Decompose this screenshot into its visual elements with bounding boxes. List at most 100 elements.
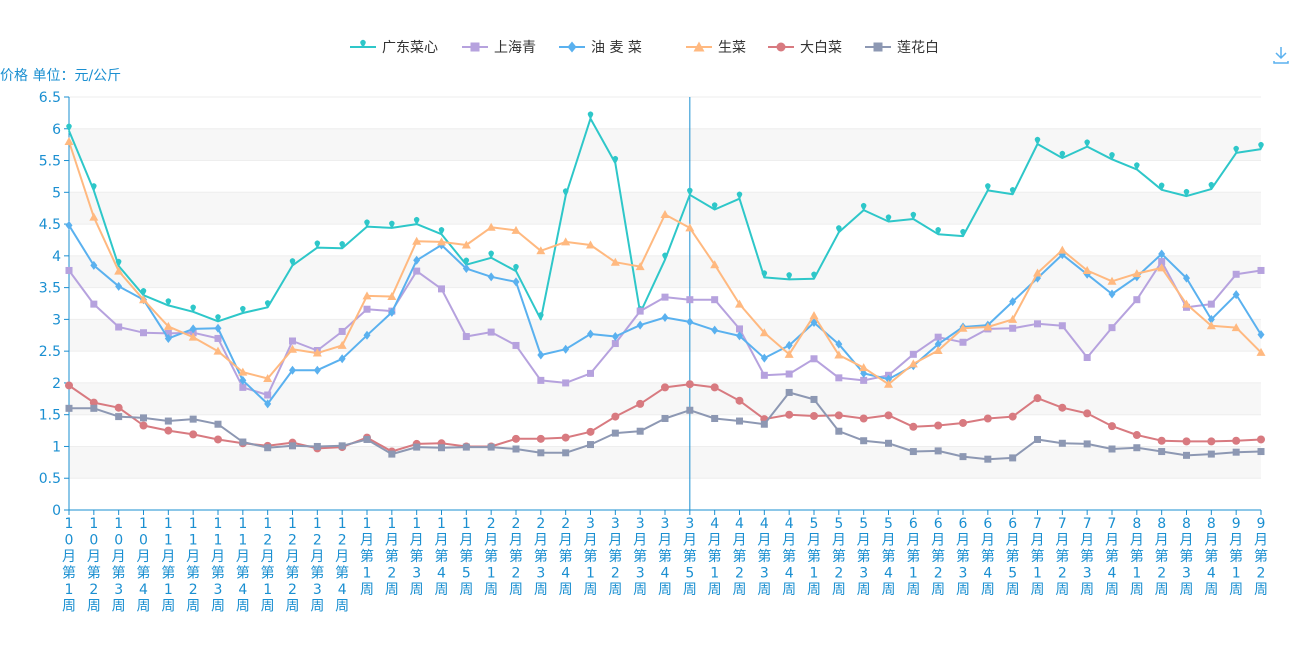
y-tick-label: 2.5 xyxy=(39,344,61,360)
data-point xyxy=(908,359,918,368)
data-point xyxy=(1158,258,1166,266)
legend-item[interactable]: 上海青 xyxy=(462,40,536,56)
data-point xyxy=(687,187,693,196)
data-point xyxy=(1257,330,1265,340)
data-point xyxy=(860,376,868,384)
data-point xyxy=(836,225,842,234)
data-point xyxy=(686,406,694,414)
legend-swatch-marker xyxy=(470,42,480,52)
data-point xyxy=(214,435,222,444)
data-point xyxy=(636,307,644,315)
data-point xyxy=(611,332,619,342)
x-tick-label: 2 月第 1 周 xyxy=(484,516,498,598)
data-point xyxy=(438,227,445,236)
data-point xyxy=(785,370,793,378)
y-tick-label: 3 xyxy=(52,312,61,328)
data-point xyxy=(140,414,147,422)
x-tick-label: 8 月第 3 周 xyxy=(1180,516,1194,598)
data-point xyxy=(959,338,967,346)
data-point xyxy=(513,263,519,273)
data-point xyxy=(389,220,395,229)
data-point xyxy=(213,346,223,355)
data-point xyxy=(363,305,371,313)
data-point xyxy=(1206,321,1216,330)
x-tick-label: 8 月第 4 周 xyxy=(1204,516,1218,598)
data-point xyxy=(711,415,719,423)
data-point xyxy=(165,298,172,307)
data-point xyxy=(413,216,420,226)
data-point xyxy=(1107,276,1117,285)
data-point xyxy=(538,312,544,321)
data-point xyxy=(64,136,74,145)
series-1 xyxy=(66,111,1264,323)
x-tick-label: 1 1 月第 2 周 xyxy=(186,516,200,615)
data-point xyxy=(89,398,98,407)
y-axis-unit-label: 价格 单位：元/公斤 xyxy=(0,68,121,84)
data-point xyxy=(859,363,869,372)
legend-item[interactable]: 广东菜心 xyxy=(350,39,438,56)
data-point xyxy=(935,227,941,236)
data-point xyxy=(463,257,470,266)
data-point xyxy=(661,415,669,423)
data-point xyxy=(1182,299,1191,308)
data-point xyxy=(736,417,743,425)
y-tick-label: 2 xyxy=(52,376,61,392)
legend-item[interactable]: 油 麦 菜 xyxy=(559,40,642,56)
data-point xyxy=(983,322,993,331)
data-point xyxy=(263,373,273,382)
data-point xyxy=(1207,314,1215,324)
data-point xyxy=(686,317,694,327)
data-point xyxy=(1257,448,1265,456)
data-point xyxy=(811,271,817,280)
legend-item[interactable]: 莲花白 xyxy=(865,40,939,56)
data-point xyxy=(662,252,668,261)
legend-item[interactable]: 大白菜 xyxy=(768,40,842,56)
data-point xyxy=(586,240,595,249)
data-point xyxy=(934,447,942,455)
data-point xyxy=(636,427,644,435)
data-point xyxy=(760,353,768,363)
data-point xyxy=(1256,347,1266,356)
x-tick-label: 1 1 月第 4 周 xyxy=(236,516,250,615)
data-point xyxy=(810,411,818,420)
data-point xyxy=(1132,431,1141,440)
data-point xyxy=(487,272,495,282)
x-axis-ticks: 1 0 月第 1 周 1 0 月第 2 周 1 0 月第 3 周 1 0 月第 4 周 1 1 月第 1 周 1 1 月第 2 周 1 1 月第… xyxy=(62,510,1268,615)
download-icon[interactable] xyxy=(1270,44,1292,66)
x-tick-label: 1 1 月第 3 周 xyxy=(211,516,225,615)
data-point xyxy=(1258,141,1264,151)
legend-label: 油 麦 菜 xyxy=(591,40,642,56)
data-point xyxy=(188,332,198,341)
series-6 xyxy=(65,388,1265,463)
data-point xyxy=(1084,139,1090,148)
data-point xyxy=(215,314,221,323)
data-point xyxy=(438,285,445,293)
x-tick-label: 1 月第 5 周 xyxy=(459,516,473,598)
data-point xyxy=(660,210,670,219)
y-tick-label: 1 xyxy=(52,439,61,455)
data-point xyxy=(339,241,345,250)
data-point xyxy=(1083,409,1092,418)
data-point xyxy=(834,350,844,359)
data-point xyxy=(239,438,247,446)
data-point xyxy=(1108,445,1116,453)
data-point xyxy=(761,270,768,279)
data-point xyxy=(115,281,123,291)
x-tick-label: 1 2 月第 2 周 xyxy=(286,516,300,615)
x-tick-label: 7 月第 4 周 xyxy=(1105,516,1119,598)
series-layer xyxy=(64,111,1266,463)
data-point xyxy=(784,349,794,358)
legend-item[interactable]: 生菜 xyxy=(686,40,746,56)
x-tick-label: 1 2 月第 3 周 xyxy=(310,516,324,615)
x-tick-label: 9 月第 1 周 xyxy=(1229,516,1243,598)
data-point xyxy=(958,323,968,332)
data-point xyxy=(561,237,571,246)
legend[interactable]: 广东菜心 上海青 油 麦 菜 生菜 大白菜 莲花白 xyxy=(350,39,939,56)
data-point xyxy=(1158,249,1166,259)
data-point xyxy=(1231,323,1241,332)
data-point xyxy=(240,305,246,315)
x-tick-label: 3 月第 2 周 xyxy=(608,516,622,598)
data-point xyxy=(835,427,843,435)
x-tick-label: 6 月第 2 周 xyxy=(931,516,945,598)
data-point xyxy=(587,329,594,339)
